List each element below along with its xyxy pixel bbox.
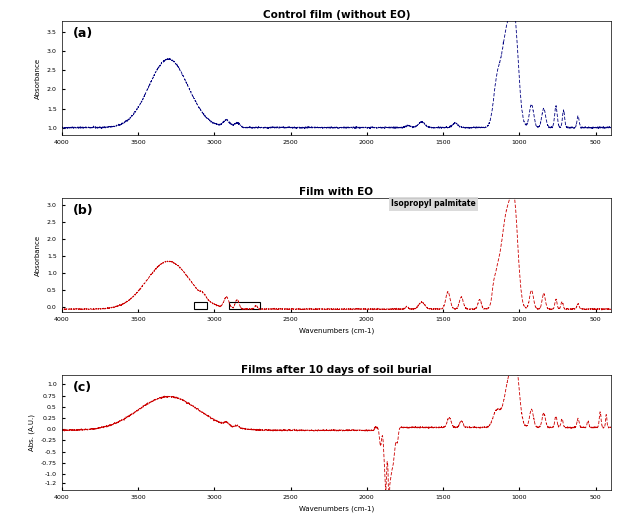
Text: (c): (c)	[73, 381, 92, 394]
Text: (a): (a)	[73, 27, 93, 40]
Bar	[230, 302, 260, 309]
Text: (b): (b)	[73, 204, 93, 217]
Title: Film with EO: Film with EO	[299, 188, 373, 197]
Title: Films after 10 days of soil burial: Films after 10 days of soil burial	[241, 365, 431, 375]
X-axis label: Wavenumbers (cm-1): Wavenumbers (cm-1)	[299, 505, 374, 512]
X-axis label: Wavenumbers (cm-1): Wavenumbers (cm-1)	[299, 328, 374, 334]
Y-axis label: Absorbance: Absorbance	[35, 57, 41, 98]
Y-axis label: Absorbance: Absorbance	[35, 235, 41, 276]
Text: Isopropyl palmitate: Isopropyl palmitate	[391, 199, 476, 208]
Y-axis label: Abs. (A.U.): Abs. (A.U.)	[29, 414, 35, 451]
Title: Control film (without EO): Control film (without EO)	[262, 10, 410, 20]
Bar	[194, 302, 207, 309]
